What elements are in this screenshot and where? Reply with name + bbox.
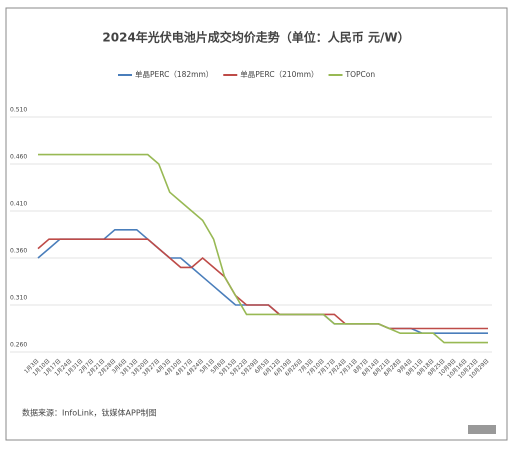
source: 数据来源：InfoLink，钛媒体APP制图: [22, 408, 157, 418]
frame: [5, 7, 508, 441]
y-tick-label: 0.260: [10, 342, 27, 349]
legend-label: 单晶PERC（182mm）: [135, 69, 213, 79]
chart-title: 2024年光伏电池片成交均价走势（单位：人民币 元/W）: [102, 30, 409, 45]
y-tick-label: 0.460: [10, 154, 27, 161]
y-tick-label: 0.510: [10, 107, 27, 114]
series-line: [38, 153, 488, 344]
logo: [468, 425, 496, 434]
y-tick-label: 0.360: [10, 248, 27, 255]
legend-label: 单晶PERC（210mm）: [240, 69, 318, 79]
y-tick-label: 0.310: [10, 295, 27, 302]
series-line: [37, 238, 488, 330]
y-tick-label: 0.410: [10, 201, 27, 208]
legend-label: TOPCon: [345, 70, 376, 79]
